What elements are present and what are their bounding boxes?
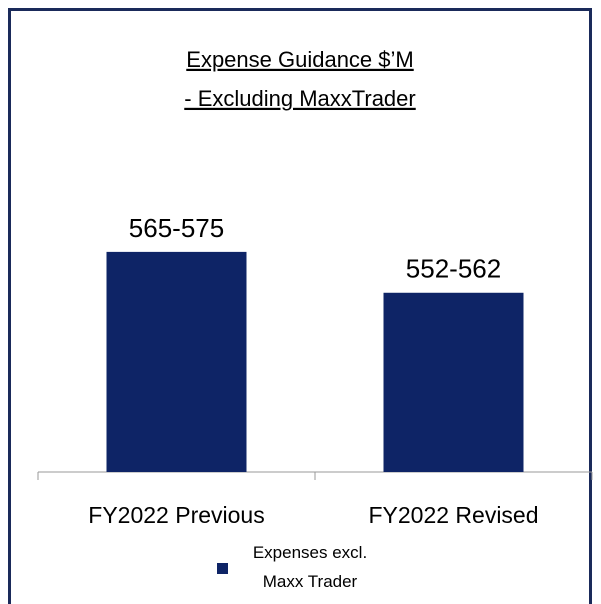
data-label: 565-575: [129, 213, 224, 243]
chart-title: Expense Guidance $’M: [186, 47, 413, 72]
bar: [106, 251, 247, 472]
chart-subtitle: - Excluding MaxxTrader: [184, 86, 415, 111]
bar: [383, 292, 524, 472]
x-tick-label: FY2022 Previous: [88, 502, 264, 528]
legend-label: Expenses excl. Maxx Trader: [252, 543, 368, 591]
frame: [8, 8, 592, 604]
data-label: 552-562: [406, 254, 501, 284]
legend-swatch: [217, 563, 228, 574]
x-tick-label: FY2022 Revised: [368, 502, 538, 528]
